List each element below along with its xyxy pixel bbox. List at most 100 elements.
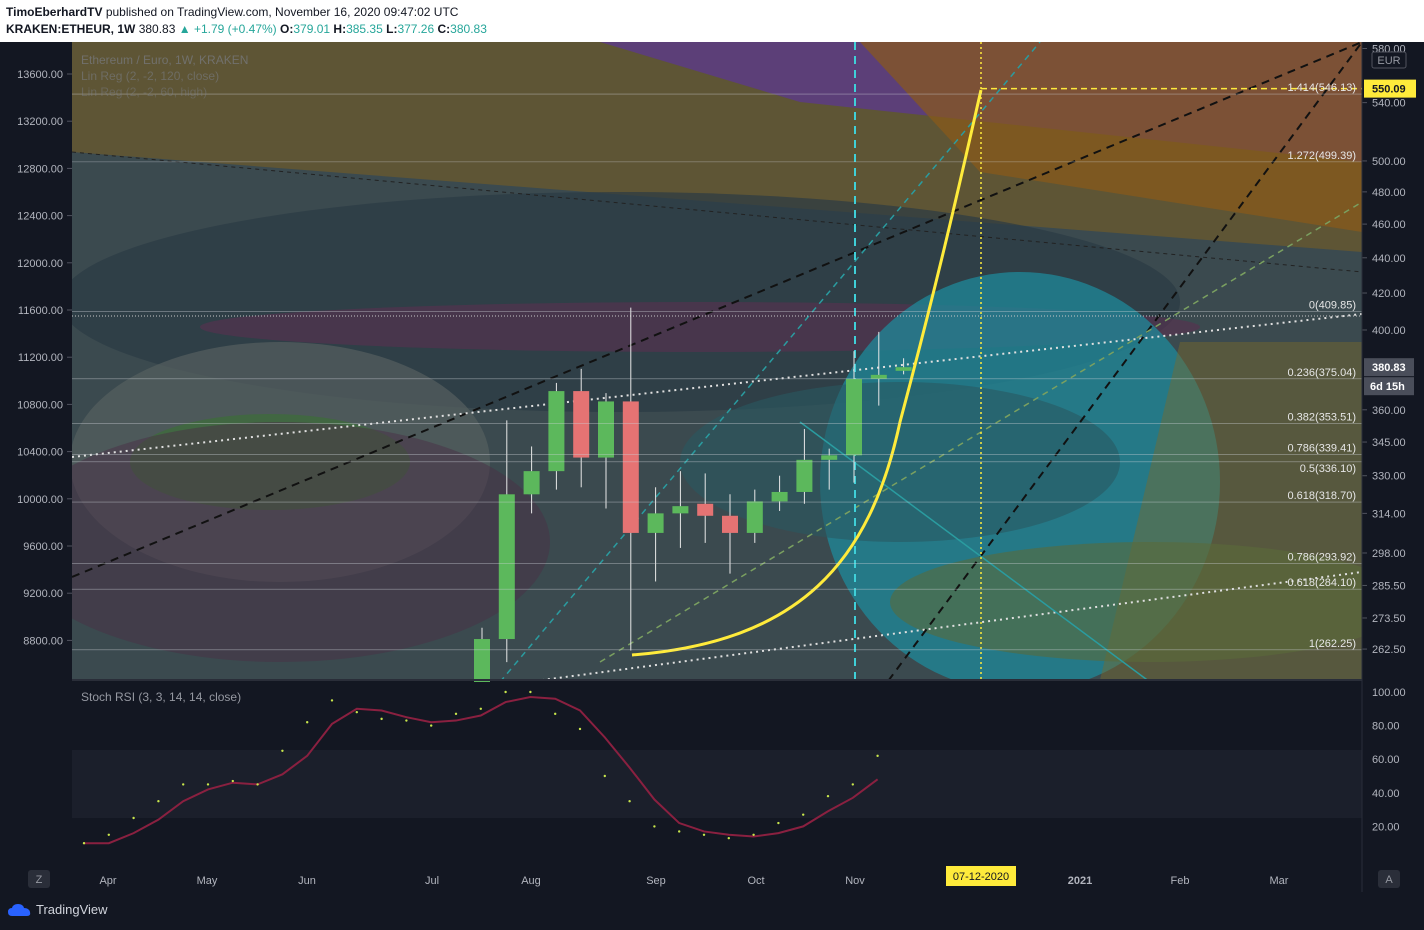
stoch-k-point <box>727 836 730 840</box>
trendline-dashed <box>887 42 1362 680</box>
stoch-band <box>72 750 1362 818</box>
candle-body <box>722 515 738 533</box>
candle-body <box>647 513 664 533</box>
stoch-k-point <box>826 794 830 798</box>
time-axis-label: Apr <box>99 875 116 887</box>
stoch-k-point <box>430 724 433 727</box>
stoch-k-point <box>752 833 755 836</box>
ohlc-line: KRAKEN:ETHEUR, 1W 380.83 ▲ +1.79 (+0.47%… <box>6 22 487 36</box>
time-axis-label: May <box>197 875 218 887</box>
stoch-k-point <box>578 727 582 731</box>
currency-badge[interactable]: EUR <box>1371 51 1407 69</box>
candle-body <box>523 471 540 495</box>
stoch-axis-tick-label: 100.00 <box>1372 687 1406 699</box>
time-axis-label: Aug <box>521 875 541 887</box>
countdown-tag-label: 6d 15h <box>1370 381 1405 393</box>
right-axis-tick-label: 540.00 <box>1372 98 1406 110</box>
stoch-k-point <box>405 719 408 722</box>
time-axis-label: Mar <box>1270 875 1289 887</box>
left-axis-tick-label: 13200.00 <box>17 116 63 128</box>
candle-body <box>895 367 912 371</box>
stoch-k-point <box>206 783 210 786</box>
timezone-button[interactable]: Z <box>28 870 50 888</box>
stoch-k-point <box>678 830 681 833</box>
time-axis-label: Nov <box>845 875 865 887</box>
left-axis-tick-label: 12800.00 <box>17 163 63 175</box>
stoch-axis-tick-label: 40.00 <box>1372 788 1400 800</box>
stoch-k-point <box>529 690 532 694</box>
time-axis[interactable]: Apr May Jun Jul Aug Sep Oct Nov 2021 Feb Mar 07-12-… <box>99 866 1289 887</box>
left-axis-tick-label: 12000.00 <box>17 258 63 270</box>
time-axis-label: Oct <box>747 875 764 887</box>
last-price-tag <box>1364 358 1414 377</box>
regression-line-dotted <box>72 313 1362 458</box>
fib-level-label: 0(409.85) <box>1309 300 1356 312</box>
countdown-tag <box>1364 377 1414 396</box>
date-highlight-label: 07-12-2020 <box>953 871 1009 883</box>
stoch-k-point <box>851 783 854 786</box>
stoch-k-point <box>554 712 557 716</box>
currency-label: EUR <box>1377 55 1400 67</box>
stoch-layer <box>82 690 879 845</box>
right-axis-tick-label: 314.00 <box>1372 508 1406 520</box>
fib-level-label: 0.618(284.10) <box>1288 577 1357 589</box>
right-axis-tick-label: 330.00 <box>1372 471 1406 483</box>
right-axis-tick-label: 285.50 <box>1372 580 1406 592</box>
left-axis-tick-label: 10400.00 <box>17 447 63 459</box>
author-name[interactable]: TimoEberhardTV <box>6 5 103 19</box>
high-label: H: <box>333 22 347 36</box>
stoch-k-point <box>306 721 309 724</box>
fib-level-label: 0.5(336.10) <box>1300 463 1356 475</box>
channel-line <box>500 42 1041 680</box>
right-axis-tick-label: 400.00 <box>1372 325 1406 337</box>
last-price: 380.83 <box>138 22 176 36</box>
stoch-k-point <box>454 712 458 716</box>
stoch-k-point <box>504 690 507 694</box>
left-axis-tick-label: 12400.00 <box>17 211 63 223</box>
right-axis-tick-label: 273.50 <box>1372 613 1406 625</box>
price-chart[interactable]: 1.414(546.13) 1.272(499.39) 0(409.85) 0.236… <box>0 42 1424 892</box>
indicator-label-2: Lin Reg (2, -2, 60, high) <box>81 85 207 99</box>
left-axis-tick-label: 10800.00 <box>17 399 63 411</box>
stoch-axis-tick-label: 20.00 <box>1372 821 1400 833</box>
trendline-dashed <box>72 42 1362 578</box>
low-value: 377.26 <box>397 22 435 36</box>
right-axis-tick-label: 345.00 <box>1372 437 1406 449</box>
stoch-k-point <box>479 707 482 710</box>
stoch-k-point <box>802 813 805 816</box>
time-axis-label: 2021 <box>1068 875 1092 887</box>
time-axis-label: Feb <box>1171 875 1190 887</box>
stoch-k-point <box>82 842 86 845</box>
published-text: published on TradingView.com, November 1… <box>105 5 459 19</box>
fib-level-label: 0.236(375.04) <box>1288 367 1357 379</box>
fib-level-label: 1.414(546.13) <box>1288 82 1357 94</box>
stoch-k-point <box>628 800 631 803</box>
date-highlight-tag <box>946 866 1016 886</box>
candle-body <box>498 494 515 640</box>
right-price-axis[interactable]: 580.00540.00500.00480.00460.00440.00420.… <box>1362 44 1416 657</box>
auto-scale-button[interactable]: A <box>1378 870 1400 888</box>
open-label: O: <box>280 22 294 36</box>
tradingview-logo[interactable]: TradingView <box>8 902 108 917</box>
left-price-axis[interactable]: 13600.00 13200.00 12800.00 12400.00 12000.00… <box>17 69 72 647</box>
stoch-title: Stoch RSI (3, 3, 14, 14, close) <box>81 690 241 704</box>
stoch-axis-tick-label: 60.00 <box>1372 754 1400 766</box>
low-label: L: <box>386 22 398 36</box>
candle-body <box>846 378 862 456</box>
left-axis-tick-label: 9200.00 <box>23 588 63 600</box>
left-axis-tick-label: 8800.00 <box>23 635 63 647</box>
tradingview-cloud-icon <box>8 903 31 916</box>
stoch-k-point <box>182 783 185 786</box>
stoch-axis-tick-label: 80.00 <box>1372 721 1400 733</box>
candle-body <box>870 374 887 379</box>
fib-level-label: 1.272(499.39) <box>1288 150 1357 162</box>
right-axis-tick-label: 262.50 <box>1372 644 1406 656</box>
candle-body <box>548 391 565 472</box>
left-axis-tick-label: 9600.00 <box>23 541 63 553</box>
right-axis-tick-label: 500.00 <box>1372 156 1406 168</box>
target-price-tag-label: 550.09 <box>1372 84 1406 96</box>
drawing-layer <box>72 42 1362 680</box>
stoch-k-point <box>603 774 606 778</box>
candle-body <box>771 491 788 502</box>
stoch-k-point <box>355 710 358 714</box>
